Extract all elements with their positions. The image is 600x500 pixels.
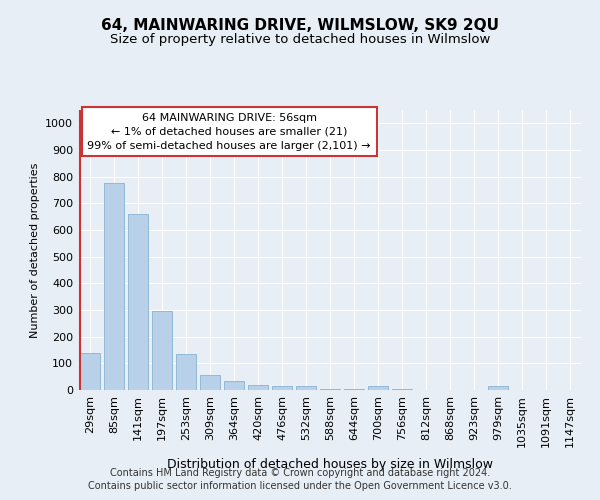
Text: 64 MAINWARING DRIVE: 56sqm
← 1% of detached houses are smaller (21)
99% of semi-: 64 MAINWARING DRIVE: 56sqm ← 1% of detac… xyxy=(88,113,371,151)
Bar xyxy=(80,352,100,390)
Bar xyxy=(488,386,508,390)
Bar xyxy=(392,388,412,390)
Y-axis label: Number of detached properties: Number of detached properties xyxy=(29,162,40,338)
Bar xyxy=(368,386,388,390)
Text: Size of property relative to detached houses in Wilmslow: Size of property relative to detached ho… xyxy=(110,32,490,46)
Bar xyxy=(200,376,220,390)
Text: Contains public sector information licensed under the Open Government Licence v3: Contains public sector information licen… xyxy=(88,481,512,491)
Text: Contains HM Land Registry data © Crown copyright and database right 2024.: Contains HM Land Registry data © Crown c… xyxy=(110,468,490,477)
Bar xyxy=(320,388,340,390)
Text: 64, MAINWARING DRIVE, WILMSLOW, SK9 2QU: 64, MAINWARING DRIVE, WILMSLOW, SK9 2QU xyxy=(101,18,499,32)
Bar xyxy=(224,380,244,390)
X-axis label: Distribution of detached houses by size in Wilmslow: Distribution of detached houses by size … xyxy=(167,458,493,471)
Bar xyxy=(296,386,316,390)
Bar xyxy=(248,384,268,390)
Bar xyxy=(128,214,148,390)
Bar xyxy=(104,184,124,390)
Bar xyxy=(152,312,172,390)
Bar xyxy=(176,354,196,390)
Bar xyxy=(344,388,364,390)
Bar xyxy=(272,386,292,390)
